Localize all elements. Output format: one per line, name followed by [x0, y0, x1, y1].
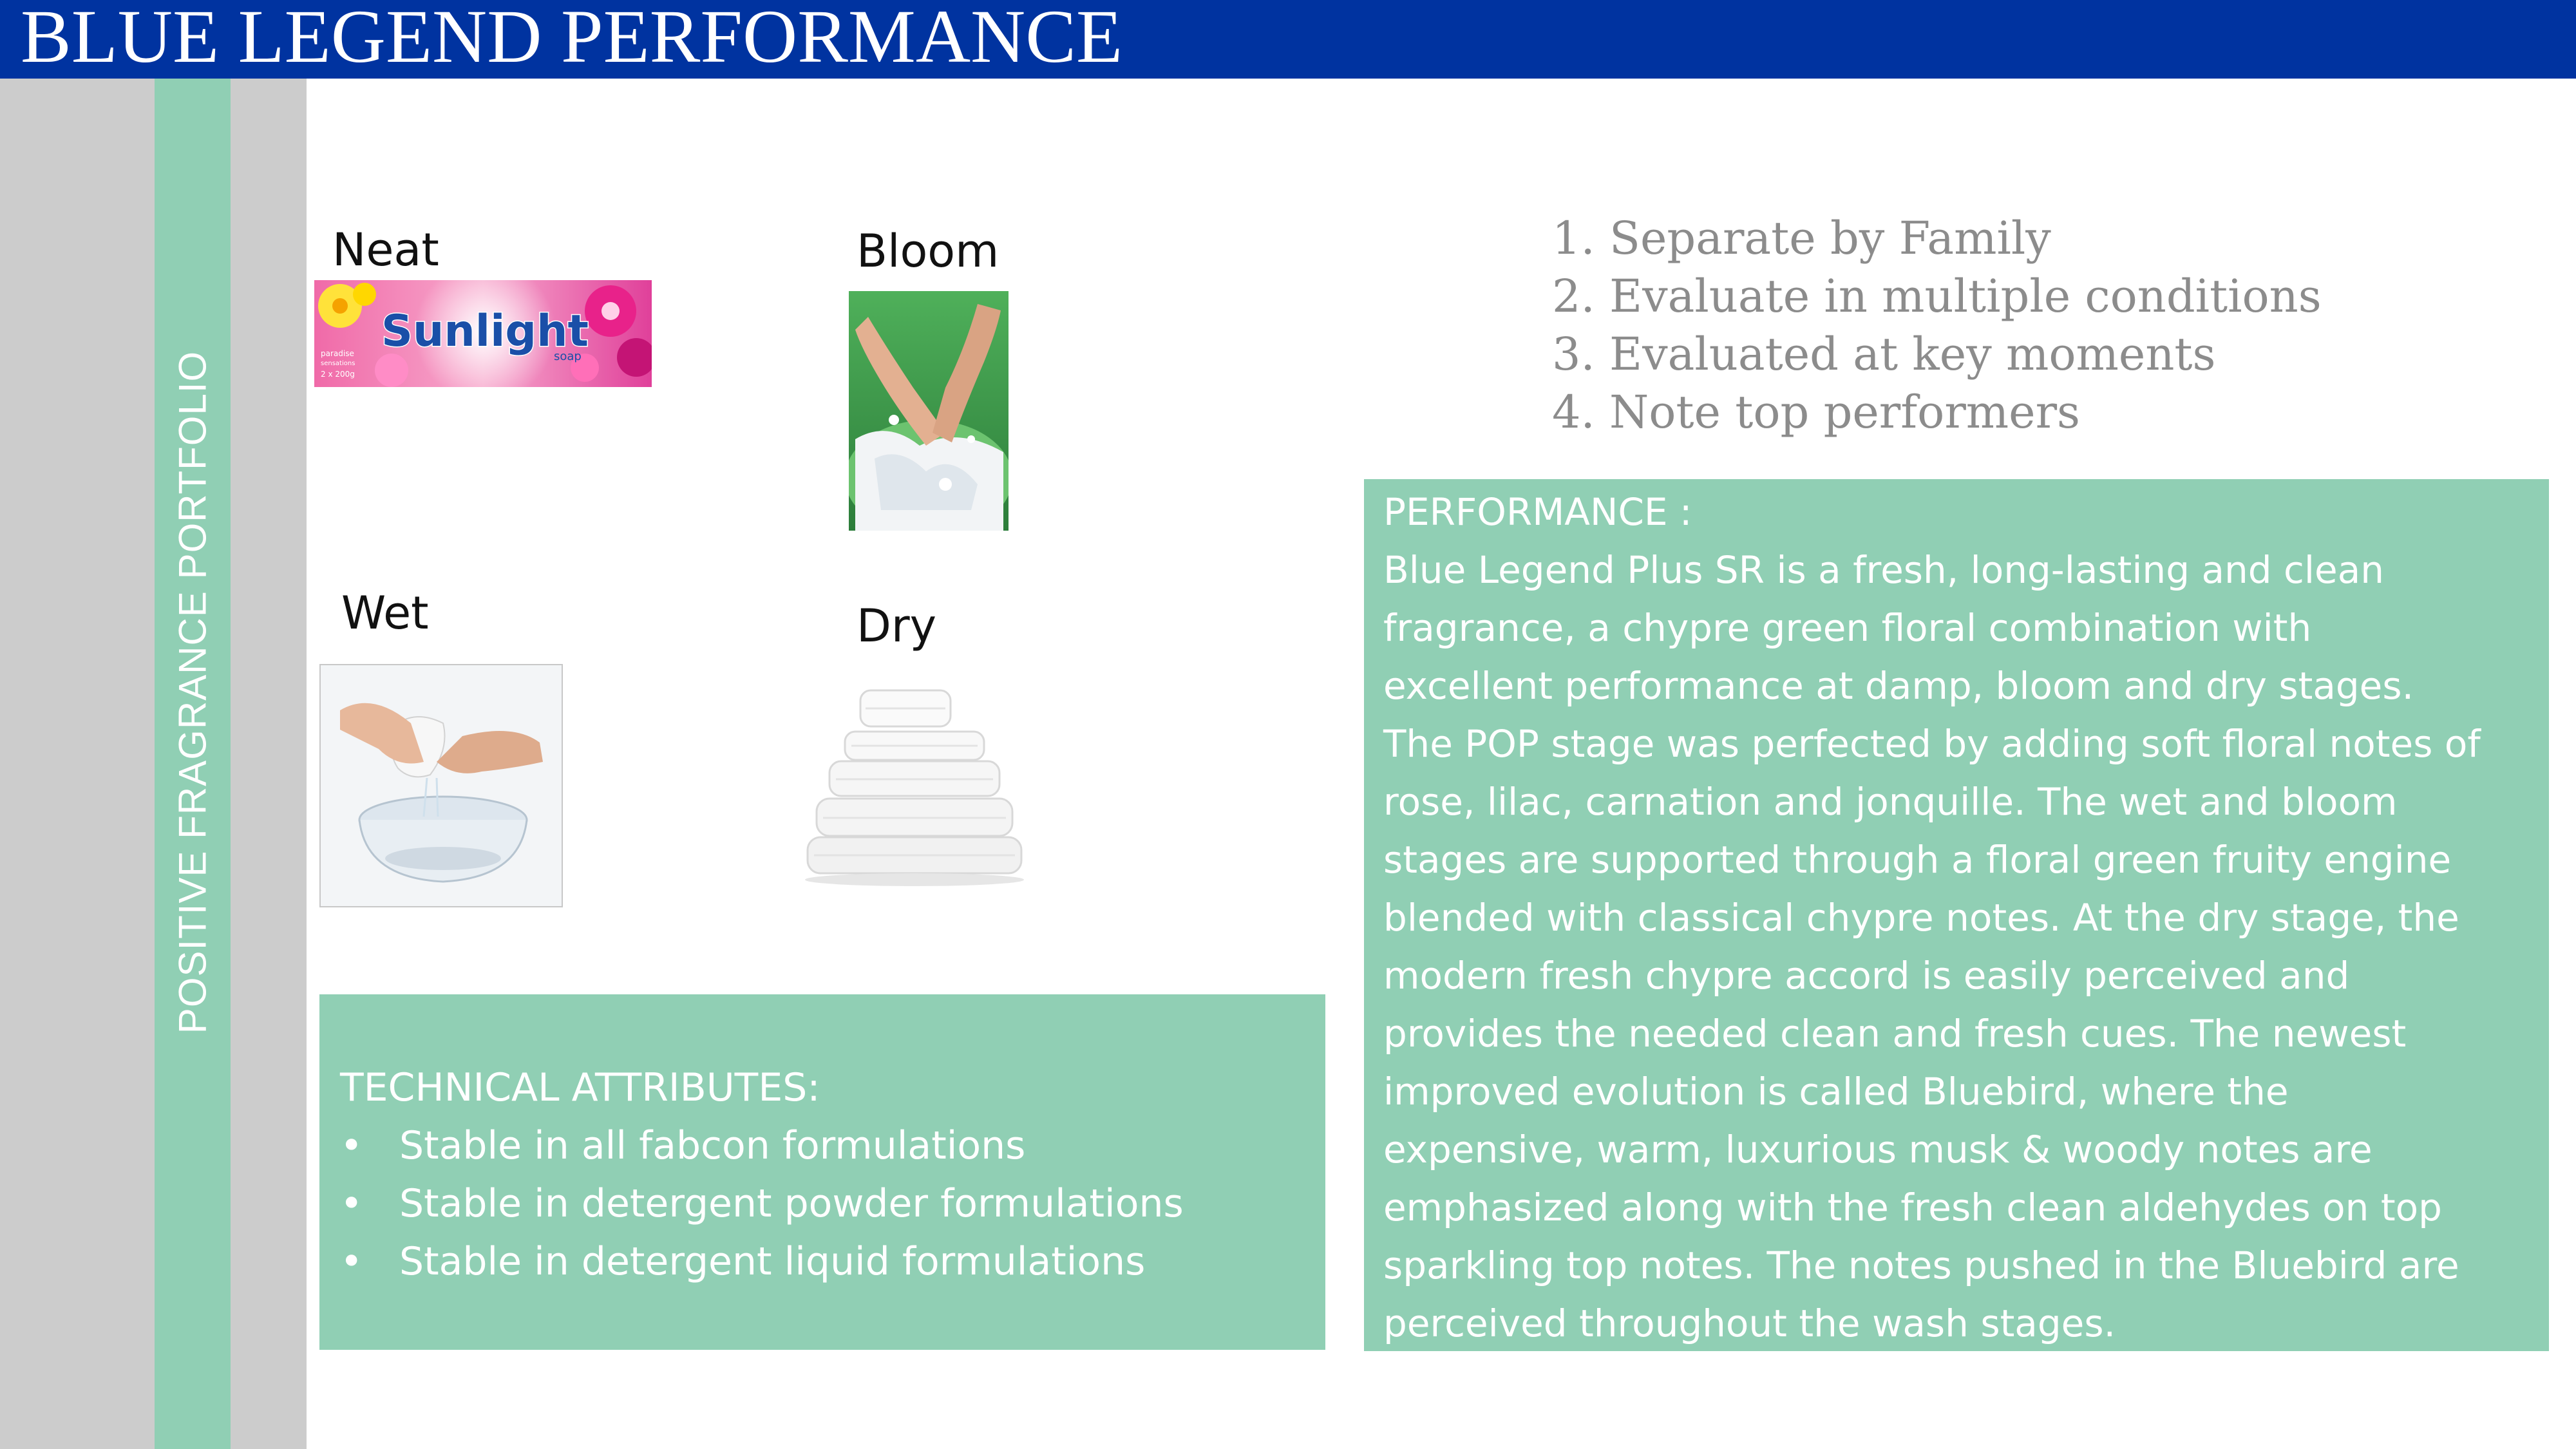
performance-line: Blue Legend Plus SR is a fresh, long-las…	[1383, 548, 2384, 592]
sidebar-stripe-gray-right	[231, 79, 307, 1449]
header-bar: BLUE LEGEND PERFORMANCE	[0, 0, 2576, 79]
performance-line: excellent performance at damp, bloom and…	[1383, 664, 2414, 708]
performance-line: expensive, warm, luxurious musk & woody …	[1383, 1128, 2372, 1171]
technical-attribute-item: • Stable in all fabcon formulations	[340, 1117, 1312, 1175]
technical-attributes-heading: TECHNICAL ATTRIBUTES:	[340, 1065, 820, 1110]
step-item: 4. Note top performers	[1552, 386, 2080, 439]
sunlight-brand-text: Sunlight	[381, 306, 589, 357]
stage-label-dry: Dry	[857, 600, 937, 652]
page-title: BLUE LEGEND PERFORMANCE	[21, 0, 1123, 79]
step-item: 3. Evaluated at key moments	[1552, 328, 2216, 381]
bullet-icon: •	[340, 1123, 363, 1168]
sidebar-stripe-green	[155, 79, 231, 1449]
pack-weight-text: 2 x 200g	[321, 370, 355, 379]
performance-line: fragrance, a chypre green floral combina…	[1383, 606, 2312, 650]
technical-attribute-item: • Stable in detergent liquid formulation…	[340, 1233, 1312, 1291]
performance-line: provides the needed clean and fresh cues…	[1383, 1012, 2407, 1056]
performance-line: sparkling top notes. The notes pushed in…	[1383, 1244, 2459, 1287]
evaluation-steps-list: 1. Separate by Family 2. Evaluate in mul…	[1552, 209, 2518, 441]
bullet-icon: •	[340, 1181, 363, 1226]
bullet-icon: •	[340, 1239, 363, 1284]
sidebar-stripe-gray-left	[0, 79, 155, 1449]
hands-washing-cloth-image	[849, 291, 1009, 531]
performance-line: stages are supported through a floral gr…	[1383, 838, 2452, 882]
technical-attribute-text: Stable in all fabcon formulations	[399, 1123, 1026, 1168]
sidebar-vertical-label: POSITIVE FRAGRANCE PORTFOLIO	[171, 350, 214, 1034]
performance-line: perceived throughout the wash stages.	[1383, 1302, 2116, 1345]
performance-heading: PERFORMANCE :	[1383, 490, 1692, 534]
performance-line: modern fresh chypre accord is easily per…	[1383, 954, 2350, 998]
performance-line: The POP stage was perfected by adding so…	[1383, 722, 2481, 766]
performance-panel: PERFORMANCE : Blue Legend Plus SR is a f…	[1364, 479, 2549, 1351]
stage-label-neat: Neat	[332, 223, 439, 276]
technical-attribute-text: Stable in detergent powder formulations	[399, 1181, 1184, 1226]
performance-line: blended with classical chypre notes. At …	[1383, 896, 2459, 940]
sunlight-soap-pack-image: Sunlight soap paradise sensations 2 x 20…	[314, 280, 652, 387]
performance-line: improved evolution is called Bluebird, w…	[1383, 1070, 2289, 1113]
pack-variant-text-2: sensations	[321, 360, 355, 367]
technical-attribute-text: Stable in detergent liquid formulations	[399, 1239, 1146, 1284]
step-item: 2. Evaluate in multiple conditions	[1552, 270, 2322, 323]
technical-attributes-panel: TECHNICAL ATTRIBUTES: • Stable in all fa…	[319, 994, 1325, 1350]
sunlight-soap-text: soap	[554, 350, 582, 363]
technical-attribute-item: • Stable in detergent powder formulation…	[340, 1175, 1312, 1233]
stage-label-bloom: Bloom	[857, 225, 999, 278]
stage-label-wet: Wet	[341, 587, 429, 639]
performance-line: rose, lilac, carnation and jonquille. Th…	[1383, 780, 2398, 824]
hands-wringing-cloth-image	[319, 664, 563, 907]
performance-line: emphasized along with the fresh clean al…	[1383, 1186, 2442, 1229]
folded-towels-stack-image	[799, 683, 1030, 889]
pack-variant-text-1: paradise	[321, 349, 354, 358]
step-item: 1. Separate by Family	[1552, 212, 2051, 265]
